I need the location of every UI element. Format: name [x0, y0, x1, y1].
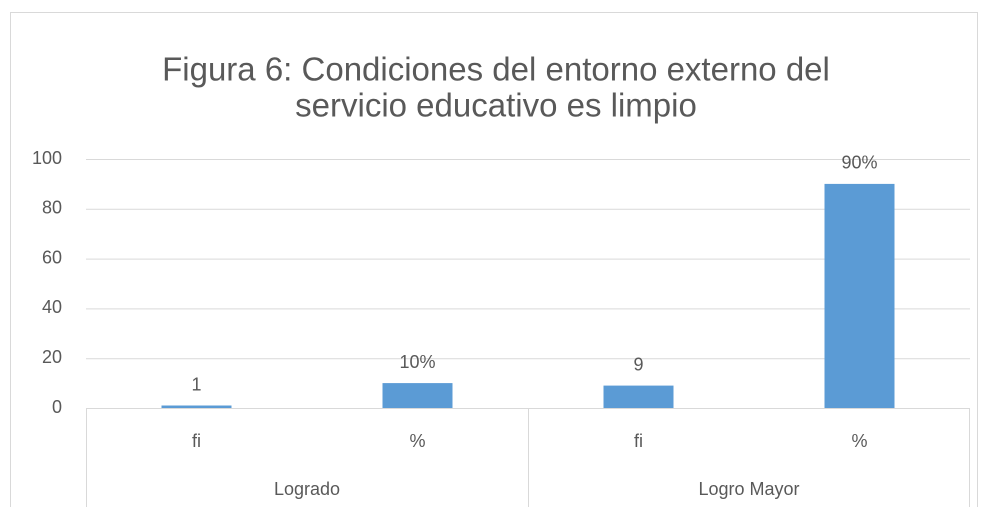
- bar: [824, 183, 895, 408]
- x-tick-label: %: [409, 431, 425, 451]
- bar: [161, 405, 232, 408]
- data-label: 1: [191, 374, 201, 394]
- y-tick-label: 100: [32, 148, 62, 168]
- y-tick-label: 60: [42, 247, 62, 267]
- group-label: Logrado: [274, 479, 340, 499]
- chart-border: [10, 12, 978, 507]
- x-tick-label: fi: [634, 431, 643, 451]
- bar: [382, 383, 453, 408]
- group-label: Logro Mayor: [698, 479, 799, 499]
- y-tick-label: 20: [42, 347, 62, 367]
- y-tick-label: 0: [52, 397, 62, 417]
- data-label: 90%: [841, 153, 877, 173]
- chart-title: servicio educativo es limpio: [295, 87, 697, 124]
- chart-title: Figura 6: Condiciones del entorno extern…: [162, 51, 830, 88]
- x-tick-label: fi: [192, 431, 201, 451]
- data-label: 10%: [399, 352, 435, 372]
- y-tick-label: 40: [42, 297, 62, 317]
- bar: [603, 385, 674, 408]
- x-tick-label: %: [851, 431, 867, 451]
- data-label: 9: [633, 354, 643, 374]
- y-tick-label: 80: [42, 198, 62, 218]
